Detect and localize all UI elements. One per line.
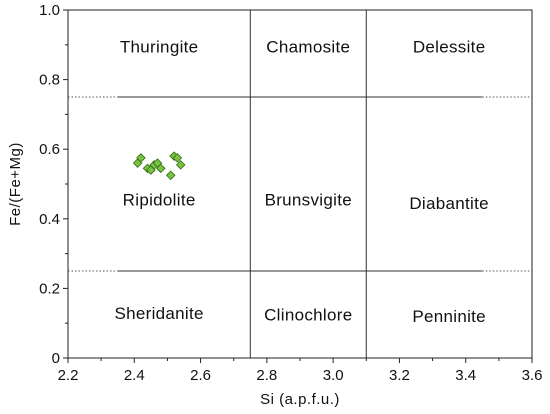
x-tick-label: 3.6 — [522, 367, 543, 384]
region-label: Clinochlore — [264, 306, 352, 325]
region-label: Ripidolite — [123, 191, 196, 210]
data-point — [172, 153, 183, 163]
y-tick-label: 0 — [52, 350, 60, 367]
data-point — [146, 165, 156, 175]
y-tick-label: 0.2 — [39, 280, 60, 297]
region-label: Delessite — [413, 38, 486, 57]
region-label: Sheridanite — [114, 304, 203, 323]
region-label: Penninite — [412, 307, 486, 326]
y-tick-label: 0.6 — [39, 141, 60, 158]
y-tick-label: 0.8 — [39, 72, 60, 89]
x-tick-label: 2.8 — [256, 367, 277, 384]
x-axis-label: Si (a.p.f.u.) — [260, 391, 340, 408]
x-tick-label: 2.2 — [58, 367, 79, 384]
x-tick-label: 3.2 — [389, 367, 410, 384]
x-tick-label: 3.4 — [455, 367, 476, 384]
y-axis-label: Fe/(Fe+Mg) — [7, 142, 24, 226]
y-tick-label: 0.4 — [39, 211, 60, 228]
region-label: Thuringite — [120, 38, 199, 57]
data-point — [175, 160, 186, 170]
region-label: Chamosite — [266, 38, 350, 57]
region-label: Diabantite — [409, 194, 489, 213]
region-label: Brunsvigite — [265, 191, 352, 210]
data-point — [132, 158, 143, 168]
data-point — [156, 163, 166, 174]
x-tick-label: 2.4 — [124, 367, 145, 384]
x-tick-label: 2.6 — [190, 367, 211, 384]
x-tick-label: 3.0 — [323, 367, 344, 384]
y-tick-label: 1.0 — [39, 2, 60, 19]
data-point — [165, 170, 176, 181]
